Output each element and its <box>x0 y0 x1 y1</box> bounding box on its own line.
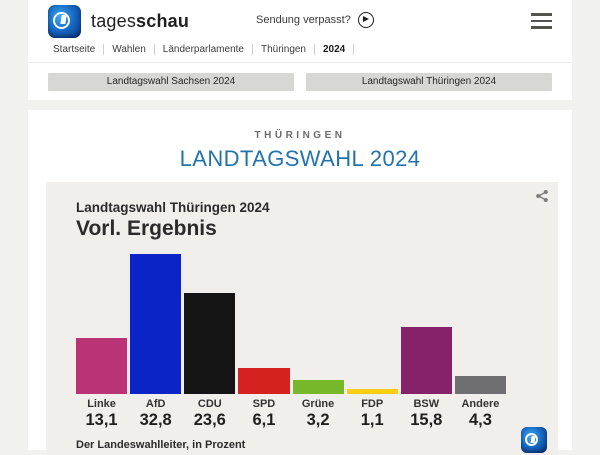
share-icon[interactable] <box>535 189 549 203</box>
party-value: 32,8 <box>139 411 172 429</box>
party-label: Andere <box>461 398 500 410</box>
party-value: 4,3 <box>468 411 492 429</box>
sendung-verpasst-label: Sendung verpasst? <box>256 14 351 26</box>
bar-chart: Linke 13,1 AfD 32,8 CDU 23,6 SPD 6,1 Grüne 3,2 FDP… <box>76 254 506 430</box>
region-eyebrow: THÜRINGEN <box>254 130 346 141</box>
party-label: CDU <box>197 398 222 410</box>
tagesschau-watermark-icon <box>521 427 547 453</box>
button-landtagswahl-sachsen[interactable]: Landtagswahl Sachsen 2024 <box>48 73 294 91</box>
chart-column-fdp: FDP 1,1 <box>346 254 398 430</box>
sendung-verpasst-link[interactable]: Sendung verpasst? <box>256 12 374 28</box>
bar-linke <box>76 338 128 394</box>
play-icon[interactable] <box>357 12 374 28</box>
party-value: 23,6 <box>193 411 226 429</box>
bar-andere <box>454 375 506 394</box>
bar-cdu <box>184 293 236 394</box>
main-content: THÜRINGEN LANDTAGSWAHL 2024 Landtagswahl… <box>28 110 572 455</box>
brand-wordmark[interactable]: tagesschau <box>91 11 189 32</box>
chart-column-afd: AfD 32,8 <box>130 254 182 430</box>
party-label: FDP <box>361 398 384 410</box>
brand-bold: schau <box>136 10 190 31</box>
breadcrumb-separator <box>314 44 315 55</box>
party-value: 13,1 <box>85 411 118 429</box>
breadcrumb-separator <box>103 44 105 55</box>
breadcrumb-separator <box>353 44 355 55</box>
bar-grüne <box>292 380 344 394</box>
chart-column-linke: Linke 13,1 <box>76 254 128 430</box>
hamburger-menu-icon[interactable] <box>531 9 552 33</box>
party-label: BSW <box>413 398 440 410</box>
tagesschau-logo-icon[interactable] <box>48 4 81 38</box>
bar-bsw <box>400 326 452 394</box>
party-label: Grüne <box>301 398 335 410</box>
chart-column-bsw: BSW 15,8 <box>400 254 452 430</box>
site-header: tagesschau Sendung verpasst? <box>28 0 572 42</box>
breadcrumb-item-wahlen[interactable]: Wahlen <box>112 44 146 55</box>
top-panel: tagesschau Sendung verpasst? Startseite W… <box>28 0 572 100</box>
chart-column-andere: Andere 4,3 <box>454 254 506 430</box>
party-label: Linke <box>87 398 116 410</box>
bar-afd <box>130 254 182 394</box>
page-title: LANDTAGSWAHL 2024 <box>179 146 421 171</box>
party-value: 6,1 <box>252 411 276 429</box>
party-value: 15,8 <box>410 411 443 429</box>
button-landtagswahl-thueringen[interactable]: Landtagswahl Thüringen 2024 <box>306 73 552 91</box>
breadcrumb-item-2024[interactable]: 2024 <box>323 44 346 55</box>
chart-title: Landtagswahl Thüringen 2024 <box>76 200 270 215</box>
bar-spd <box>238 368 290 394</box>
bar-fdp <box>346 389 398 394</box>
result-chart-card: Landtagswahl Thüringen 2024 Vorl. Ergebn… <box>46 182 558 455</box>
election-quick-nav: Landtagswahl Sachsen 2024 Landtagswahl T… <box>28 63 572 100</box>
chart-column-cdu: CDU 23,6 <box>184 254 236 430</box>
breadcrumb-separator <box>153 44 155 55</box>
party-label: AfD <box>145 398 166 410</box>
chart-column-grüne: Grüne 3,2 <box>292 254 344 430</box>
chart-source: Der Landeswahlleiter, in Prozent <box>76 439 246 451</box>
party-value: 1,1 <box>360 411 384 429</box>
chart-column-spd: SPD 6,1 <box>238 254 290 430</box>
chart-subtitle: Vorl. Ergebnis <box>76 217 217 240</box>
breadcrumb-item-thüringen[interactable]: Thüringen <box>260 44 306 55</box>
breadcrumb-separator <box>251 44 253 55</box>
breadcrumb-item-länderparlamente[interactable]: Länderparlamente <box>162 44 244 55</box>
party-value: 3,2 <box>306 411 330 429</box>
breadcrumb-item-startseite[interactable]: Startseite <box>53 44 96 55</box>
brand-light: tages <box>91 10 137 31</box>
breadcrumb: Startseite Wahlen Länderparlamente Thüringe… <box>28 42 572 63</box>
party-label: SPD <box>252 398 276 410</box>
